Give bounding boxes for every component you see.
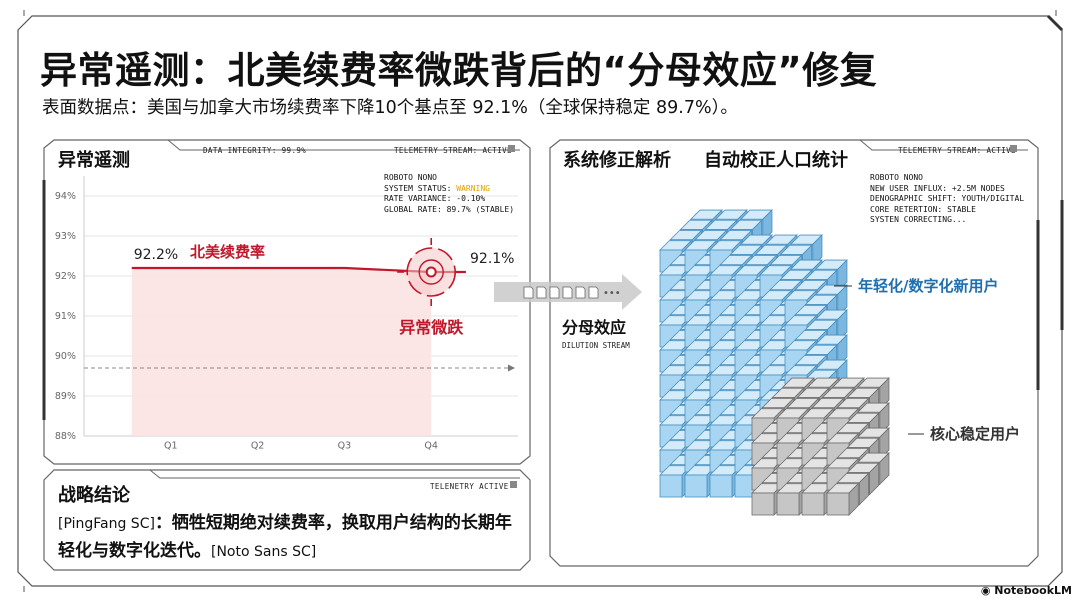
y-tick-label: 94% bbox=[55, 191, 76, 202]
cube-front bbox=[659, 474, 683, 498]
y-tick-label: 93% bbox=[55, 231, 76, 242]
cube-front bbox=[751, 492, 775, 516]
document-icon bbox=[523, 286, 534, 299]
page-title: 异常遥测：北美续费率微跌背后的“分母效应”修复 bbox=[40, 49, 878, 92]
telemetry-stream-tag: TELEMETRY STREAM: ACTIVE bbox=[394, 146, 512, 155]
readout-line: NEW USER INFLUX: +2.5M NODES bbox=[870, 183, 1005, 193]
new-users-label: 年轻化/数字化新用户 bbox=[858, 277, 998, 295]
dilution-label: 分母效应 bbox=[562, 318, 626, 337]
y-tick-label: 89% bbox=[55, 391, 76, 402]
readout-line: ROBOTO NONO bbox=[870, 173, 923, 182]
dilution-sub-label: DILUTION STREAM bbox=[562, 341, 630, 350]
document-icon bbox=[575, 286, 586, 299]
y-tick-label: 92% bbox=[55, 271, 76, 282]
conclusion-body: ：牺牲短期绝对续费率，换取用户结构的长期年轻化与数字化迭代。 bbox=[58, 513, 512, 561]
conclusion-text: [PingFang SC]：牺牲短期绝对续费率，换取用户结构的长期年轻化与数字化… bbox=[58, 510, 518, 566]
core-users-label: 核心稳定用户 bbox=[930, 425, 1020, 443]
cube-front bbox=[826, 492, 850, 516]
document-icon bbox=[562, 286, 573, 299]
renewal-rate-chart: 94% 93% 92% 91% 90% 89% 88% Q1 Q2 Q3 Q4 92.2% 92.1% 北… bbox=[55, 176, 518, 452]
start-value-label: 92.2% bbox=[134, 247, 178, 263]
x-tick-label: Q1 bbox=[164, 441, 178, 452]
readout-status: SYSTEM STATUS: WARNING bbox=[384, 183, 490, 193]
document-icon bbox=[588, 286, 599, 299]
x-tick-label: Q2 bbox=[251, 441, 265, 452]
readout-global: GLOBAL RATE: 89.7% (STABLE) bbox=[384, 204, 515, 214]
y-tick-label: 91% bbox=[55, 311, 76, 322]
series-label: 北美续费率 bbox=[190, 243, 265, 261]
right-square-icon bbox=[1010, 145, 1017, 152]
readout-line: SYSTEN CORRECTING... bbox=[870, 215, 967, 225]
series-area-fill bbox=[131, 268, 432, 436]
anomaly-label: 异常微跌 bbox=[399, 318, 464, 337]
left-panel-title: 异常遥测 bbox=[58, 150, 130, 171]
right-panel-subtitle: 自动校正人口统计 bbox=[704, 150, 848, 171]
system-readout: ROBOTO NONO NEW USER INFLUX: +2.5M NODES… bbox=[870, 173, 1024, 226]
reference-arrow-icon bbox=[508, 364, 515, 372]
conclusion-square-icon bbox=[510, 481, 517, 488]
y-tick-label: 88% bbox=[55, 431, 76, 442]
conclusion-title: 战略结论 bbox=[58, 485, 130, 506]
page-subtitle: 表面数据点：美国与加拿大市场续费率下降10个基点至 92.1%（全球保持稳定 8… bbox=[42, 98, 738, 118]
anomaly-target-icon bbox=[406, 247, 457, 297]
cube-front bbox=[801, 492, 825, 516]
cube-front bbox=[684, 474, 708, 498]
ellipsis-icon: ••• bbox=[603, 288, 621, 299]
cube-front bbox=[776, 492, 800, 516]
q4-data-point bbox=[425, 266, 437, 278]
brand-icon: ◉ bbox=[980, 584, 995, 597]
document-icon bbox=[549, 286, 560, 299]
x-tick-label: Q3 bbox=[338, 441, 352, 452]
warning-status-badge: WARNING bbox=[456, 183, 490, 193]
y-tick-label: 90% bbox=[55, 351, 76, 362]
cube-front bbox=[709, 474, 733, 498]
notebooklm-brand: ◉ NotebookLM bbox=[980, 584, 1072, 597]
x-tick-label: Q4 bbox=[424, 441, 438, 452]
readout-font: ROBOTO NONO bbox=[384, 173, 437, 182]
readout-line: CORE RETERTION: STABLE bbox=[870, 204, 976, 214]
font-note-1: [PingFang SC] bbox=[58, 516, 155, 532]
document-icon bbox=[536, 286, 547, 299]
readout-line: DENOGRAPHIC SHIFT: YOUTH/DIGITAL bbox=[870, 194, 1025, 204]
anomaly-inner-ring bbox=[418, 259, 444, 285]
data-integrity-tag: DATA INTEGRITY: 99.9% bbox=[203, 146, 307, 155]
right-panel-title: 系统修正解析 bbox=[563, 150, 671, 171]
font-note-2: [Noto Sans SC] bbox=[211, 544, 317, 560]
end-value-label: 92.1% bbox=[470, 251, 514, 267]
conclusion-tag: TELENETRY ACTIVE bbox=[430, 482, 509, 491]
readout-variance: RATE VARIANCE: -0.10% bbox=[384, 194, 486, 204]
status-square-icon bbox=[508, 145, 515, 152]
chart-readout: ROBOTO NONO SYSTEM STATUS: WARNING RATE … bbox=[384, 173, 514, 215]
right-stream-tag: TELEMETRY STREAM: ACTIVE bbox=[898, 146, 1016, 155]
